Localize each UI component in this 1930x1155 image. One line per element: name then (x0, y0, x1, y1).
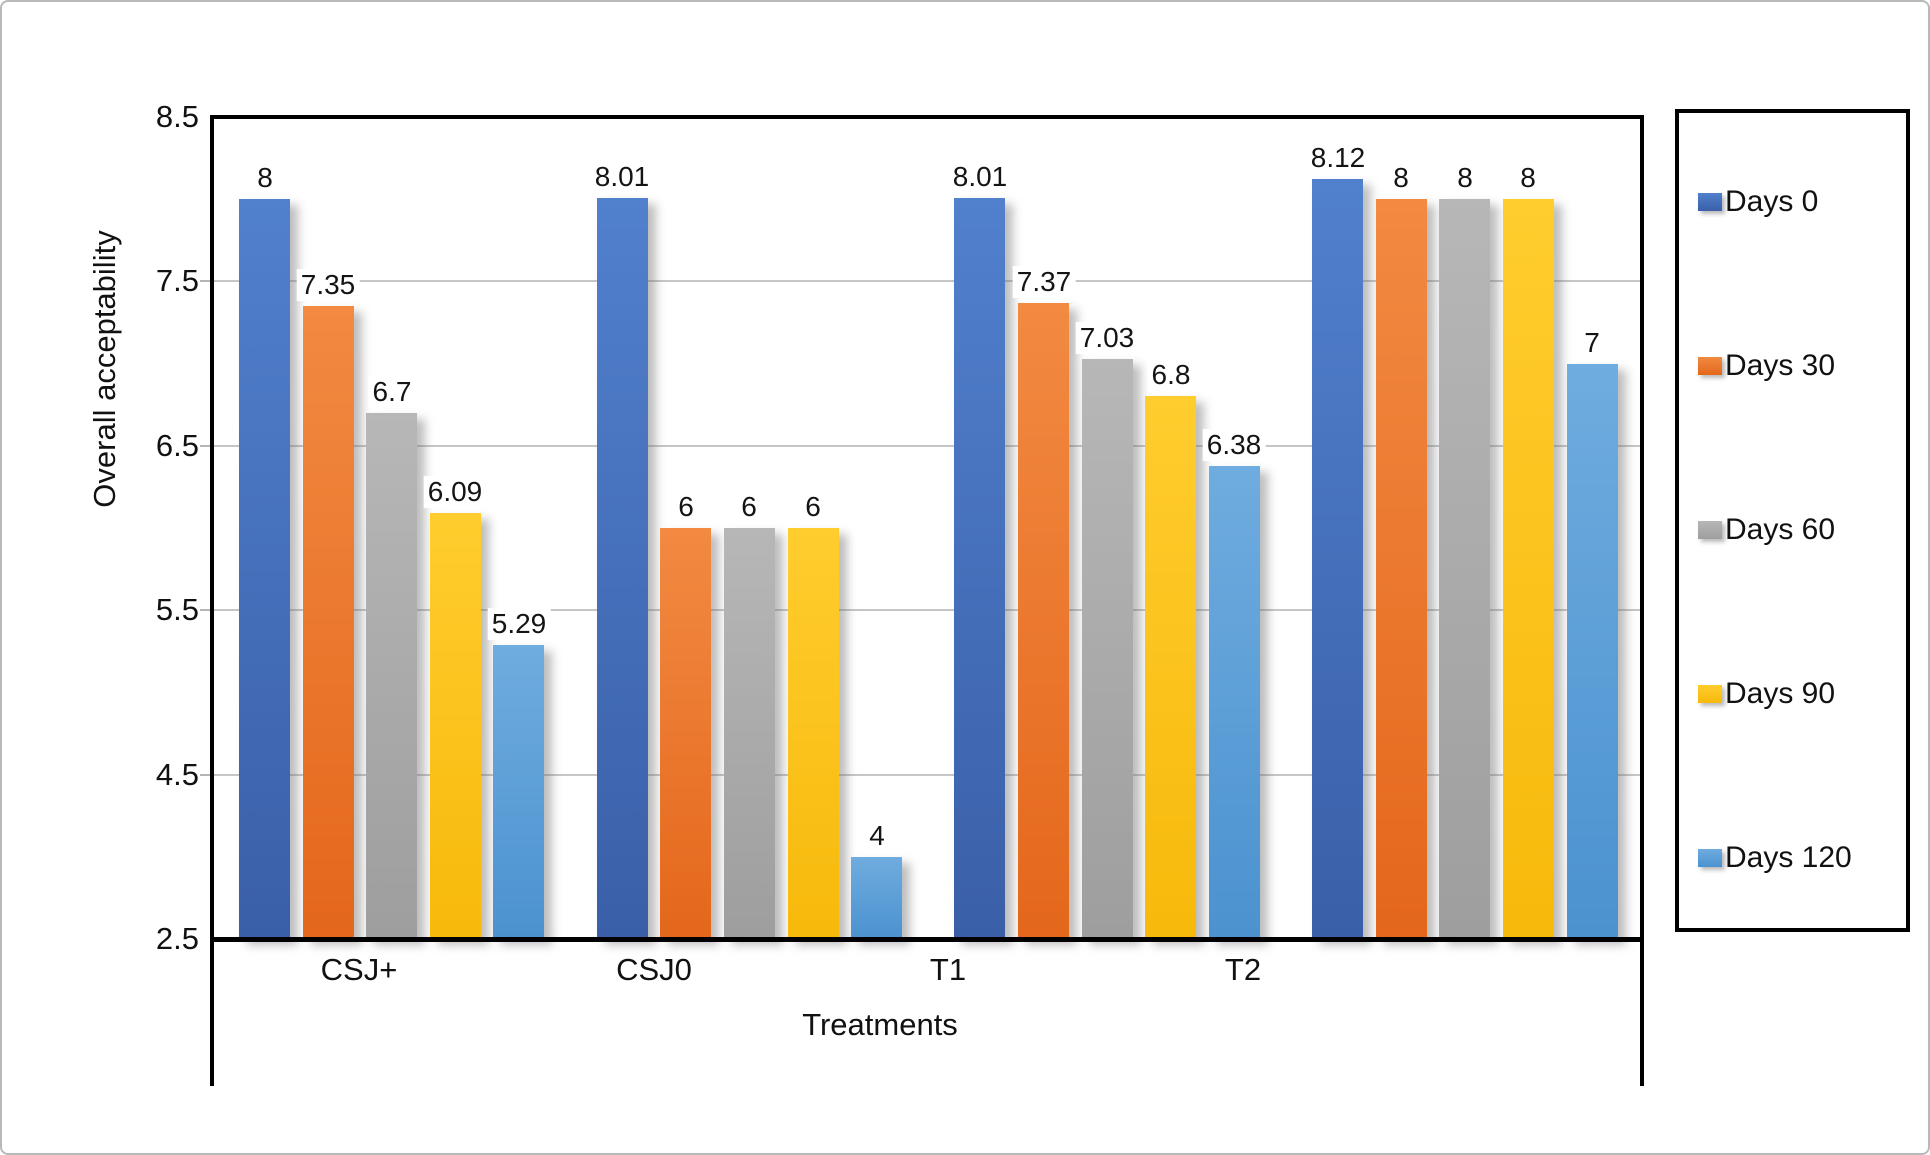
legend-label: Days 90 (1725, 677, 1836, 710)
bar (366, 413, 417, 939)
legend-swatch (1698, 849, 1722, 867)
bar (1018, 303, 1069, 939)
bar-value-label: 8.01 (948, 161, 1012, 193)
y-tick-mark (200, 609, 210, 611)
bar (724, 528, 775, 939)
bar-value-label: 8.01 (590, 161, 654, 193)
legend-entry: Days 30 (1698, 349, 1835, 383)
y-tick-mark (200, 280, 210, 282)
x-tick-label: CSJ0 (616, 952, 692, 987)
bar (954, 198, 1005, 939)
bar (303, 306, 354, 939)
bar-value-label: 5.29 (487, 608, 551, 640)
y-tick-label: 4.5 (155, 757, 199, 792)
bar (1567, 364, 1618, 939)
bar (1503, 199, 1554, 939)
gridline (214, 280, 1640, 282)
gridline (214, 774, 1640, 776)
legend-swatch (1698, 521, 1722, 539)
legend-swatch (1698, 685, 1722, 703)
bar-value-label: 7.03 (1075, 322, 1139, 354)
bar-value-label: 6.09 (423, 476, 487, 508)
bar (1312, 179, 1363, 939)
gridline (214, 445, 1640, 447)
y-tick-label: 7.5 (155, 263, 199, 298)
legend: Days 0 Days 30 Days 60 Days 90 Days 120 (1675, 109, 1910, 932)
bar-value-label: 8 (1389, 162, 1413, 194)
bar-value-label: 6.38 (1202, 429, 1266, 461)
legend-swatch (1698, 193, 1722, 211)
legend-entry: Days 0 (1698, 185, 1818, 219)
bar (1439, 199, 1490, 939)
bar (788, 528, 839, 939)
y-tick-mark (200, 774, 210, 776)
x-tick-label: T2 (1224, 952, 1262, 987)
gridline (214, 609, 1640, 611)
bar (660, 528, 711, 939)
y-tick-label: 8.5 (155, 99, 199, 134)
y-axis-line (210, 115, 214, 1086)
bar (1209, 466, 1260, 939)
legend-swatch (1698, 357, 1722, 375)
bar-value-label: 4 (865, 820, 889, 852)
y-tick-label: 2.5 (155, 921, 199, 956)
legend-label: Days 0 (1725, 185, 1819, 218)
bar-value-label: 6 (674, 491, 698, 523)
bar (1145, 396, 1196, 939)
legend-label: Days 120 (1725, 841, 1852, 874)
y-tick-mark (200, 445, 210, 447)
bar (851, 857, 902, 939)
plot-border-right (1640, 115, 1644, 1086)
bar-value-label: 8.12 (1306, 142, 1370, 174)
bar-value-label: 7.37 (1012, 266, 1076, 298)
bar (1376, 199, 1427, 939)
bar (430, 513, 481, 939)
legend-entry: Days 90 (1698, 677, 1835, 711)
bar (493, 645, 544, 939)
legend-label: Days 30 (1725, 349, 1836, 382)
y-tick-label: 5.5 (155, 592, 199, 627)
bar (1082, 359, 1133, 939)
legend-entry: Days 60 (1698, 513, 1835, 547)
bar (239, 199, 290, 939)
x-tick-label: CSJ+ (320, 952, 398, 987)
bar-value-label: 6.8 (1147, 359, 1195, 391)
bar-value-label: 6 (801, 491, 825, 523)
legend-entry: Days 120 (1698, 841, 1852, 875)
bar-value-label: 8 (1453, 162, 1477, 194)
bar-value-label: 6.7 (368, 376, 416, 408)
x-tick-label: T1 (929, 952, 967, 987)
bar-value-label: 8 (253, 162, 277, 194)
plot-border-top (210, 115, 1644, 119)
x-axis-title: Treatments (802, 1007, 958, 1042)
bar-value-label: 6 (737, 491, 761, 523)
bar (597, 198, 648, 939)
bar-value-label: 7.35 (296, 269, 360, 301)
bar-value-label: 7 (1580, 327, 1604, 359)
x-axis-line (210, 937, 1644, 942)
bar-value-label: 8 (1516, 162, 1540, 194)
legend-label: Days 60 (1725, 513, 1836, 546)
y-tick-label: 6.5 (155, 428, 199, 463)
